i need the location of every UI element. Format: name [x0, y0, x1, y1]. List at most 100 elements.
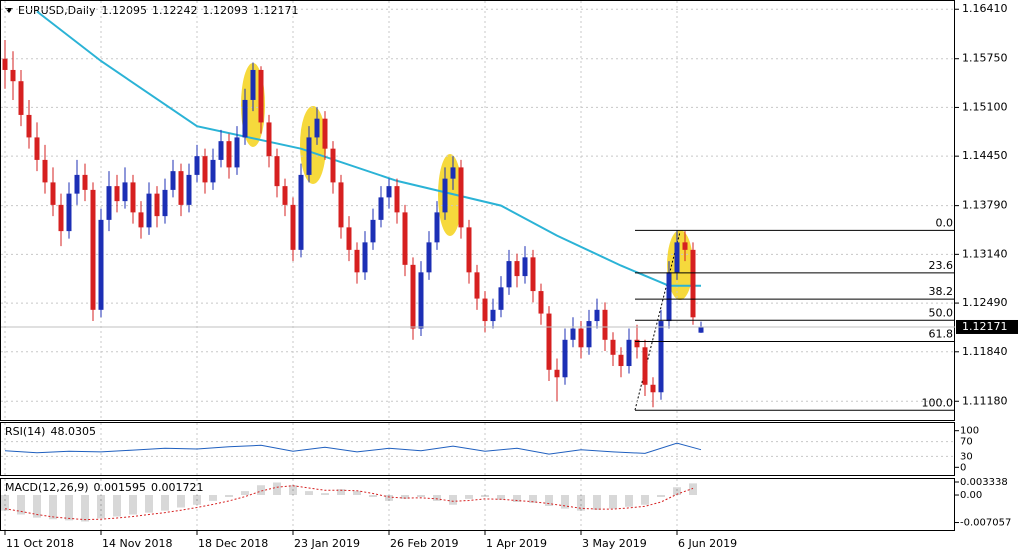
candle-body [210, 159, 216, 183]
x-tick-label: 23 Jan 2019 [294, 537, 360, 550]
x-tick-label: 3 May 2019 [582, 537, 647, 550]
candle-body [634, 339, 640, 348]
candle-body [330, 148, 336, 183]
fib-label: 50.0 [929, 306, 954, 319]
candle-body [130, 182, 136, 213]
candle-body [442, 178, 448, 213]
candle-body [202, 156, 208, 183]
rsi-panel [0, 422, 955, 476]
candle-body [314, 118, 320, 138]
main-panel [0, 0, 955, 421]
candle-body [674, 242, 680, 273]
candle-body [466, 227, 472, 273]
candle-body [26, 114, 32, 138]
last-price-box [956, 319, 1018, 334]
candle-body [194, 156, 200, 175]
candle-body [146, 193, 152, 228]
candle-body [322, 118, 328, 149]
candle-body [650, 384, 656, 393]
x-tick-label: 11 Oct 2018 [6, 537, 74, 550]
candle-body [698, 326, 704, 333]
candle-body [586, 321, 592, 348]
candle-body [258, 69, 264, 123]
candle-body [50, 182, 56, 205]
y-tick-label: 1.15750 [962, 52, 1008, 65]
rsi-line [4, 442, 702, 455]
candle-body [178, 171, 184, 205]
candle-body [402, 212, 408, 265]
high: 1.12242 [152, 4, 198, 17]
open: 1.12095 [101, 4, 147, 17]
x-tick-label: 1 Apr 2019 [486, 537, 547, 550]
x-tick-label: 26 Feb 2019 [390, 537, 458, 550]
candle-body [474, 272, 480, 299]
symbol: EURUSD,Daily [18, 4, 96, 17]
macd-header: MACD(12,26,9) 0.001595 0.001721 [5, 481, 204, 494]
candle-body [346, 227, 352, 250]
candle-body [426, 242, 432, 273]
candle-body [338, 182, 344, 228]
candle-body [90, 189, 96, 310]
y-tick-label: 1.14450 [962, 149, 1008, 162]
candle-body [610, 339, 616, 355]
candle-body [458, 167, 464, 228]
candle-body [250, 69, 256, 100]
candle-body [498, 287, 504, 310]
candle-body [602, 309, 608, 340]
candle-body [362, 242, 368, 273]
rsi-header: RSI(14) 48.0305 [5, 425, 96, 438]
candle-body [690, 249, 696, 318]
candle-body [658, 321, 664, 393]
candle-body [154, 193, 160, 217]
candle-body [514, 261, 520, 277]
x-tick-label: 6 Jun 2019 [678, 537, 737, 550]
rsi-title: RSI(14) [5, 425, 45, 438]
fib-label: 100.0 [922, 396, 954, 409]
candle-body [170, 171, 176, 190]
candle-body [618, 354, 624, 367]
candle-body [450, 167, 456, 179]
y-tick-label: 1.16410 [962, 2, 1008, 15]
chart-header: EURUSD,Daily 1.12095 1.12242 1.12093 1.12171 [18, 4, 298, 17]
candle-body [666, 272, 672, 322]
candle-body [538, 291, 544, 314]
x-tick-label: 14 Nov 2018 [102, 537, 172, 550]
fib-label: 23.6 [929, 259, 954, 272]
candle-body [186, 174, 192, 205]
y-tick-label: 1.15100 [962, 100, 1008, 113]
moving-average [36, 10, 701, 287]
close: 1.12171 [253, 4, 299, 17]
candle-body [578, 328, 584, 348]
candle-body [642, 347, 648, 385]
candle-body [394, 186, 400, 213]
candle-body [162, 189, 168, 217]
highlight [438, 154, 462, 236]
rsi-value: 48.0305 [50, 425, 96, 438]
candle-body [138, 212, 144, 228]
candle-body [490, 309, 496, 322]
rsi-tick-label: 30 [960, 451, 973, 462]
candle-body [354, 249, 360, 273]
candle-body [274, 156, 280, 187]
fib-label: 38.2 [929, 285, 954, 298]
candle-body [58, 204, 64, 232]
candle-body [570, 328, 576, 340]
macd-tick-label: -0.007057 [960, 518, 1011, 529]
candle-body [410, 264, 416, 329]
y-tick-label: 1.13790 [962, 199, 1008, 212]
candle-body [42, 159, 48, 183]
fib-label: 61.8 [929, 328, 954, 341]
y-tick-label: 1.11840 [962, 345, 1008, 358]
macd-tick-label: 0.003338 [960, 477, 1008, 488]
low: 1.12093 [202, 4, 248, 17]
macd-tick-label: 0.00 [960, 490, 982, 501]
x-tick-label: 18 Dec 2018 [198, 537, 268, 550]
candle-body [18, 81, 24, 115]
candle-body [682, 242, 688, 250]
candle-body [10, 69, 16, 82]
candle-body [282, 186, 288, 205]
macd-signal-value: 0.001721 [151, 481, 204, 494]
macd-panel [0, 478, 955, 531]
candle-body [418, 272, 424, 329]
